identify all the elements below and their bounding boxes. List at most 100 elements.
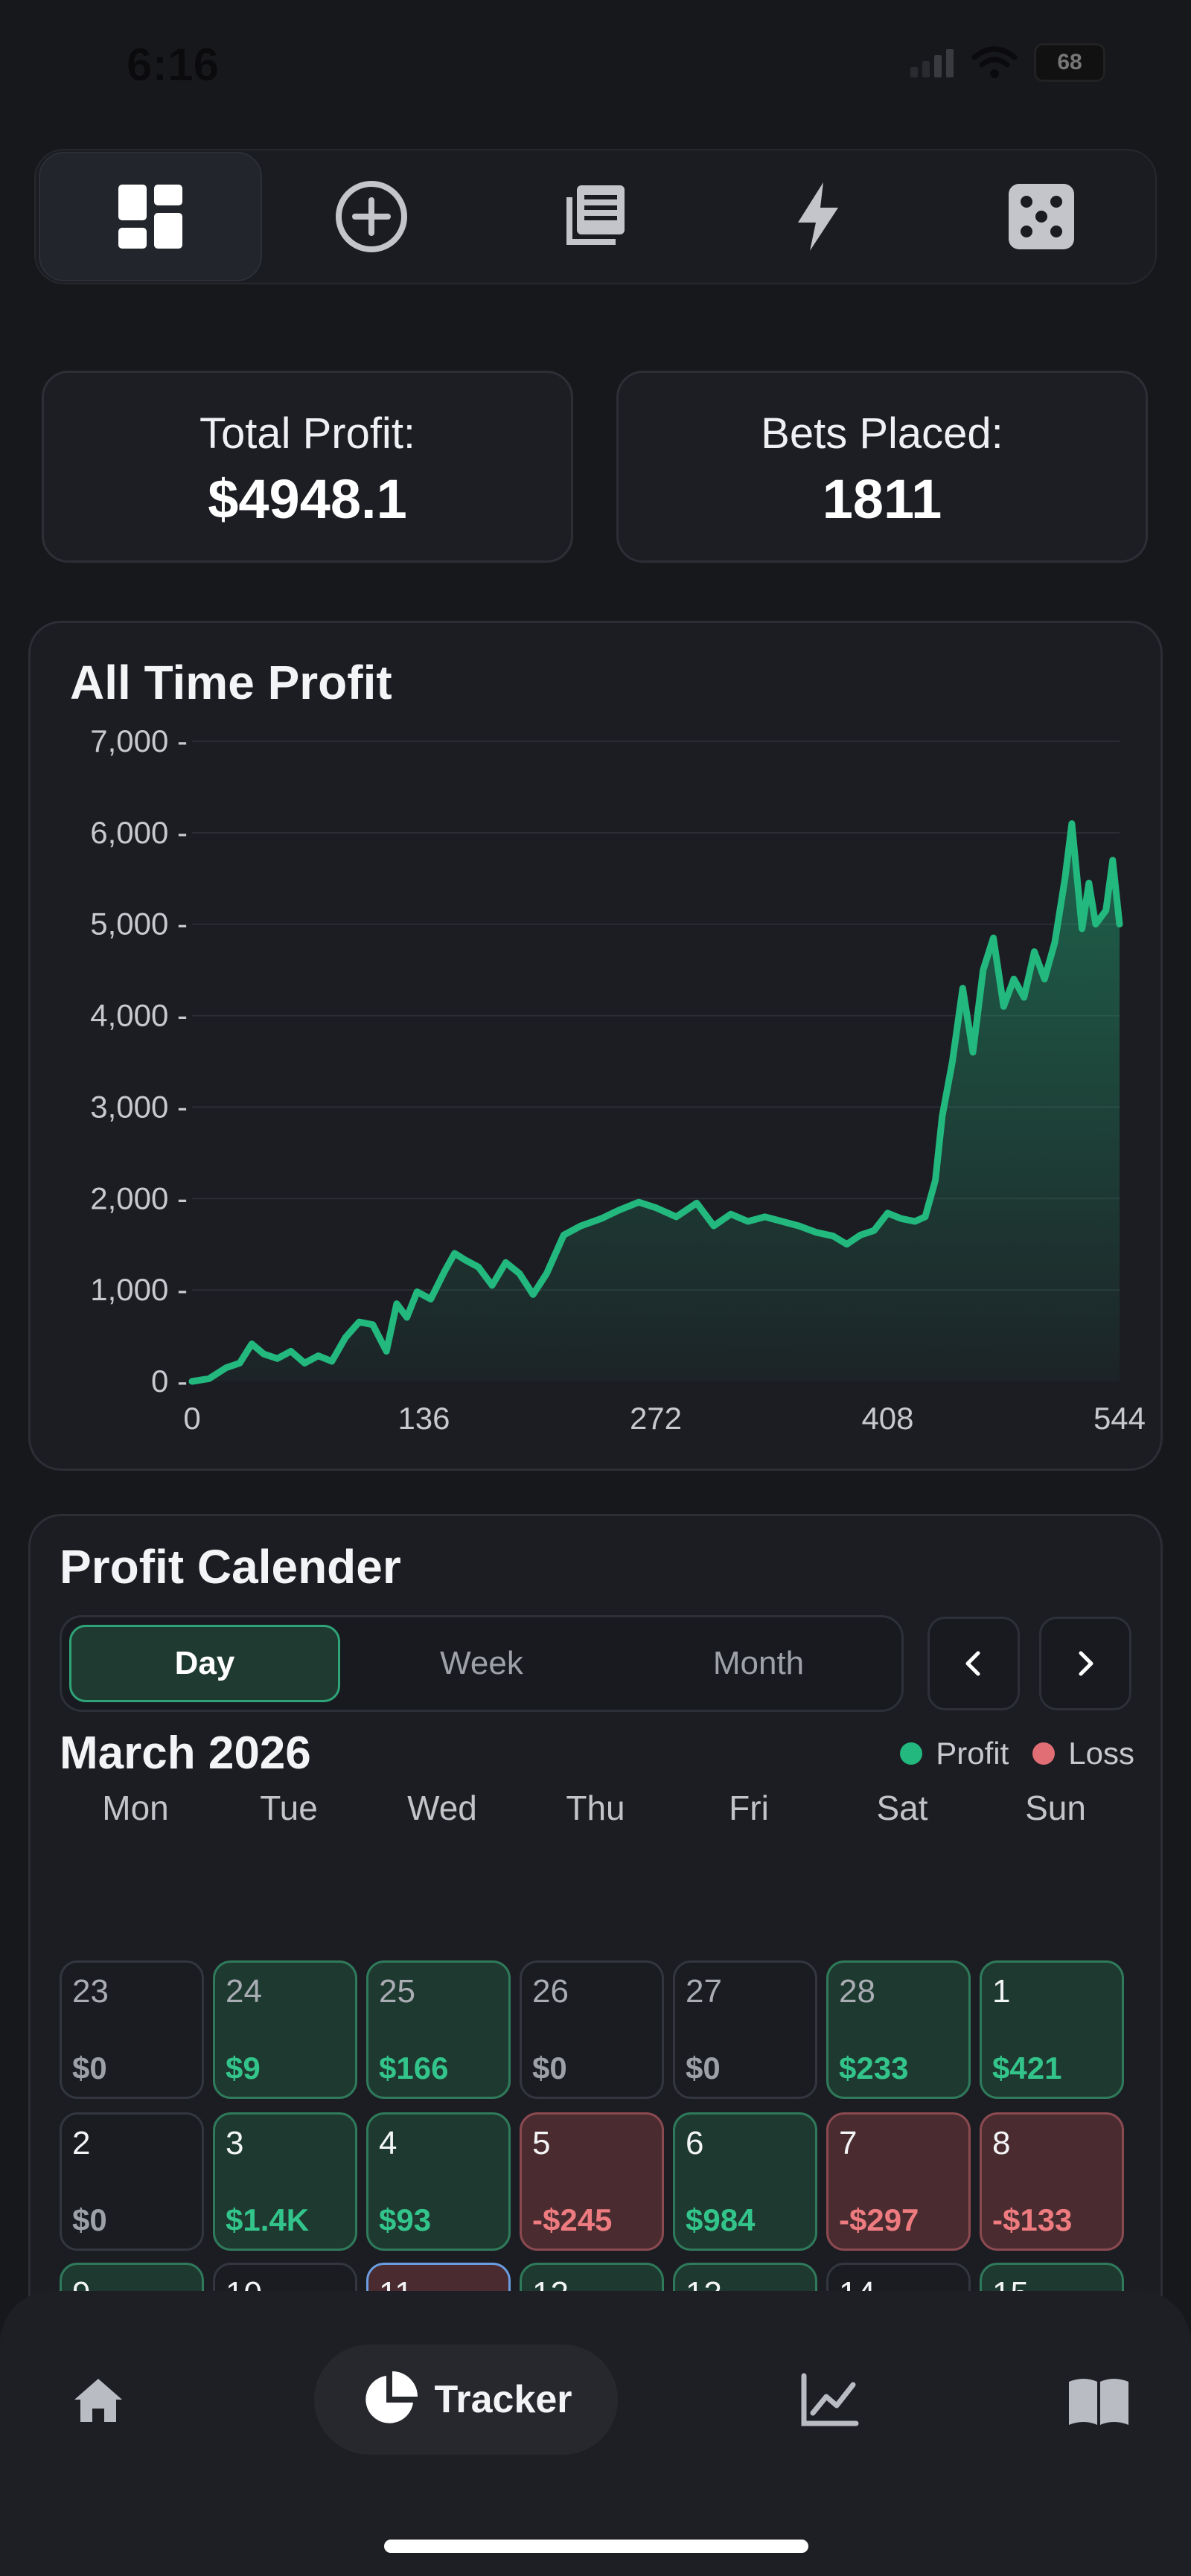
weekday-sat: Sat: [876, 1789, 928, 1827]
weekday-wed: Wed: [407, 1789, 477, 1827]
calendar-day-cell[interactable]: 28 $233: [826, 1960, 971, 2099]
y-tick-label: 6,000 -: [90, 815, 188, 850]
calendar-day-cell[interactable]: 14: [826, 2263, 971, 2291]
calendar-day-value: -$297: [839, 2202, 919, 2237]
calendar-day-cell[interactable]: 24 $9: [213, 1960, 357, 2099]
profit-legend-label: Profit: [936, 1736, 1009, 1771]
signal-icon: [910, 49, 954, 77]
wifi-icon: [971, 46, 1018, 78]
profit-line: [188, 820, 1123, 1385]
calendar-day-number: 8: [992, 2125, 1011, 2161]
mode-month[interactable]: Month: [712, 1645, 805, 1681]
calendar-day-number: 9: [72, 2275, 90, 2291]
nav-tracker-label: Tracker: [434, 2378, 572, 2421]
y-tick-label: 3,000 -: [90, 1089, 188, 1124]
calendar-day-cell[interactable]: 7 -$297: [826, 2112, 971, 2251]
bets-placed-label: Bets Placed:: [761, 409, 1003, 458]
tab-dashboard[interactable]: [39, 152, 262, 281]
nav-stats[interactable]: [799, 2373, 859, 2432]
status-time: 6:16: [127, 39, 220, 91]
calendar-legend: Profit Loss: [900, 1736, 1134, 1771]
calendar-day-cell[interactable]: 8 -$133: [980, 2112, 1124, 2251]
calendar-day-value: $166: [379, 2051, 449, 2086]
home-icon: [74, 2379, 122, 2422]
calendar-day-number: 5: [532, 2125, 551, 2161]
mode-day[interactable]: Day: [69, 1625, 340, 1702]
calendar-day-value: $233: [839, 2051, 909, 2086]
next-month-button[interactable]: [1039, 1617, 1131, 1710]
calendar-day-value: $0: [72, 2202, 107, 2237]
calendar-day-cell[interactable]: 5 -$245: [520, 2112, 664, 2251]
weekday-sun: Sun: [1025, 1789, 1086, 1827]
calendar-day-value: $421: [992, 2051, 1062, 2086]
calendar-day-cell[interactable]: 11: [366, 2263, 511, 2291]
loss-legend-dot: [1032, 1742, 1056, 1765]
calendar-day-cell[interactable]: 25 $166: [366, 1960, 511, 2099]
top-tab-bar: [34, 149, 1157, 284]
calendar-day-number: 10: [226, 2275, 262, 2291]
calendar-day-cell[interactable]: 15: [980, 2263, 1124, 2291]
calendar-day-cell[interactable]: 9: [60, 2263, 204, 2291]
calendar-day-number: 27: [686, 1973, 722, 2010]
x-tick-label: 272: [630, 1401, 682, 1436]
mode-week[interactable]: Week: [440, 1645, 523, 1681]
calendar-day-number: 4: [379, 2125, 397, 2161]
calendar-day-cell[interactable]: 12: [520, 2263, 664, 2291]
calendar-day-cell[interactable]: 10: [213, 2263, 357, 2291]
nav-guide[interactable]: [1066, 2376, 1131, 2430]
profit-area: [192, 823, 1120, 1381]
calendar-day-number: 14: [839, 2275, 875, 2291]
battery-icon: 68: [1034, 43, 1105, 82]
tab-lightning[interactable]: [706, 150, 930, 283]
total-profit-label: Total Profit:: [199, 409, 416, 458]
line-chart-icon: [801, 2373, 859, 2426]
calendar-day-value: $9: [226, 2051, 261, 2086]
calendar-day-value: $0: [686, 2051, 721, 2086]
calendar-day-number: 7: [839, 2125, 858, 2161]
y-tick-label: 0 -: [151, 1364, 188, 1399]
calendar-day-cell[interactable]: 4 $93: [366, 2112, 511, 2251]
status-icons: 68: [910, 43, 1105, 82]
pie-chart-icon: [365, 2371, 418, 2423]
chart-title: All Time Profit: [70, 656, 392, 709]
lightning-icon: [798, 182, 838, 251]
calendar-day-cell[interactable]: 6 $984: [673, 2112, 817, 2251]
profit-legend-dot: [900, 1742, 923, 1765]
x-tick-label: 408: [861, 1401, 913, 1436]
calendar-day-cell[interactable]: 23 $0: [60, 1960, 204, 2099]
nav-tracker[interactable]: Tracker: [314, 2345, 618, 2455]
calendar-day-cell[interactable]: 3 $1.4K: [213, 2112, 357, 2251]
x-tick-label: 136: [397, 1401, 450, 1436]
calendar-day-number: 12: [532, 2275, 569, 2291]
total-profit-value: $4948.1: [208, 468, 407, 530]
dice-icon: [1009, 184, 1074, 249]
nav-home[interactable]: [71, 2376, 125, 2429]
calendar-day-cell[interactable]: 27 $0: [673, 1960, 817, 2099]
calendar-day-value: -$133: [992, 2202, 1073, 2237]
prev-month-button[interactable]: [927, 1617, 1020, 1710]
calendar-day-cell[interactable]: 26 $0: [520, 1960, 664, 2099]
calendar-day-number: 24: [226, 1973, 262, 2010]
calendar-day-value: $1.4K: [226, 2202, 310, 2237]
calendar-day-cell[interactable]: 2 $0: [60, 2112, 204, 2251]
calendar-day-number: 26: [532, 1973, 569, 2010]
calendar-day-cell[interactable]: 1 $421: [980, 1960, 1124, 2099]
add-circle-icon: [336, 181, 407, 252]
calendar-day-number: 23: [72, 1973, 109, 2010]
tab-records[interactable]: [483, 150, 706, 283]
book-icon: [1069, 2379, 1128, 2425]
calendar-day-value: $0: [532, 2051, 567, 2086]
chevron-right-icon: [1079, 1651, 1093, 1676]
calendar-day-number: 3: [226, 2125, 244, 2161]
calendar-day-number: 1: [992, 1973, 1011, 2010]
x-tick-label: 544: [1093, 1401, 1146, 1436]
y-tick-label: 2,000 -: [90, 1180, 188, 1215]
calendar-day-cell[interactable]: 13: [673, 2263, 817, 2291]
y-tick-label: 1,000 -: [90, 1272, 188, 1307]
calendar-title: Profit Calender: [60, 1540, 401, 1594]
tab-dice[interactable]: [930, 150, 1153, 283]
dashboard-icon: [118, 185, 182, 249]
tab-add-bet[interactable]: [260, 150, 483, 283]
calendar-day-number: 28: [839, 1973, 875, 2010]
x-tick-label: 0: [183, 1401, 200, 1436]
